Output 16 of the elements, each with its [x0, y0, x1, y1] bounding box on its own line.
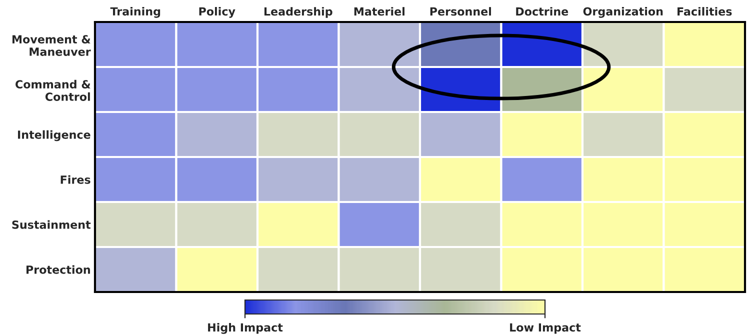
color-bar-label: High Impact	[208, 323, 283, 334]
y-tick-label: Intelligence	[18, 130, 90, 142]
x-tick-label: Organization	[583, 6, 663, 18]
y-tick-label: Protection	[26, 265, 90, 274]
x-tick-label: Leadership	[264, 7, 332, 18]
x-tick-label: Training	[110, 6, 160, 18]
y-tick-label: Command & Control	[16, 80, 90, 101]
x-tick-label: Personnel	[430, 7, 491, 16]
x-tick-label: Policy	[199, 6, 236, 18]
color-bar-label: Low Impact	[510, 323, 581, 334]
y-tick-label: Sustainment	[12, 220, 91, 229]
y-tick-label: Movement & Maneuver	[12, 35, 91, 56]
x-tick-label: Materiel	[354, 7, 404, 16]
y-tick-label: Fires	[60, 175, 90, 184]
x-tick-label: Facilities	[678, 7, 732, 16]
x-tick-label: Doctrine	[516, 7, 568, 16]
